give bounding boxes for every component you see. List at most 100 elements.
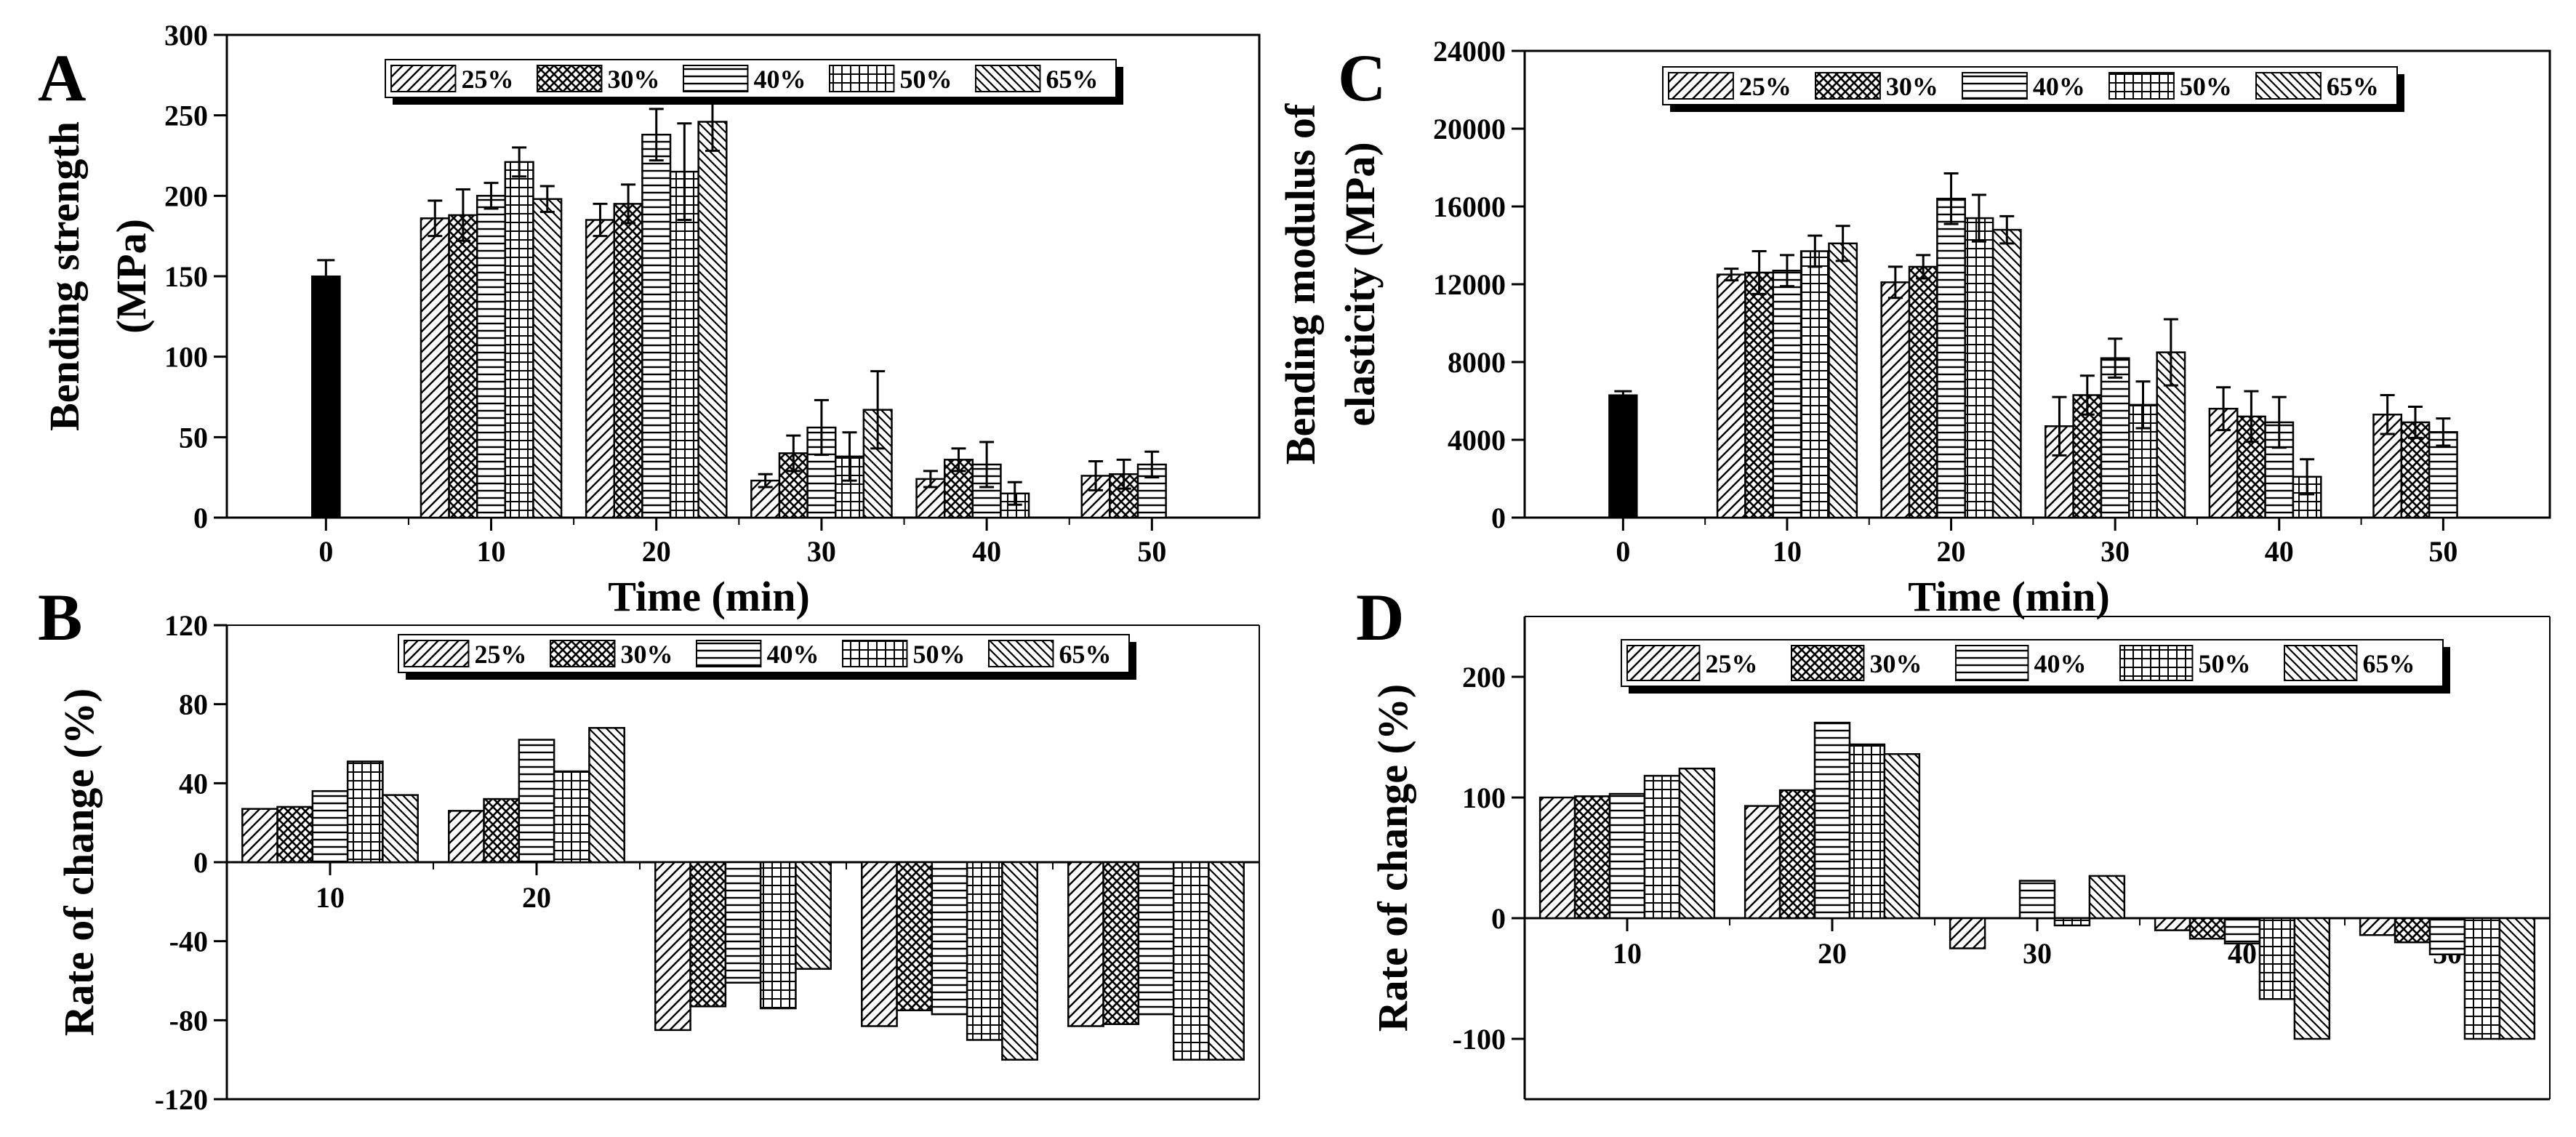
legend-swatch (975, 65, 1041, 92)
bar-b-20-50pct (553, 770, 590, 864)
y-tick-label: -120 (155, 1083, 208, 1116)
bar-b-10-40pct (311, 790, 349, 864)
y-tick-label: 100 (164, 341, 208, 374)
plot-frame (225, 33, 1261, 519)
x-axis-title: Time (min) (1908, 573, 2110, 620)
bar-d-20-25pct (1744, 805, 1781, 920)
bar-d-10-40pct (1608, 792, 1646, 920)
x-tick-label: 0 (318, 535, 333, 568)
bar-b-50-50pct (1172, 861, 1210, 1061)
y-tick-label: 40 (179, 767, 208, 800)
y-tick-label: 16000 (1433, 190, 1506, 223)
legend-label: 40% (753, 65, 806, 94)
bar-b-20-40pct (518, 739, 555, 864)
y-tick-label: 100 (1462, 782, 1506, 814)
y-axis-title: elasticity (MPa) (1336, 142, 1384, 426)
panel-letter: B (38, 580, 82, 654)
legend-swatch (829, 65, 895, 92)
bar-d-20-65pct (1883, 752, 1921, 920)
bar-b-50-40pct (1137, 861, 1175, 1016)
legend: 25% 30% 40% 50% 65% (385, 59, 1123, 105)
bar-d-20-50pct (1848, 743, 1886, 920)
legend-swatch (550, 640, 616, 667)
bar-c-20-65pct (1991, 228, 2022, 519)
legend-label: 50% (899, 65, 952, 94)
bar-d-50-50pct (2463, 917, 2501, 1040)
bar-d-10-25pct (1538, 796, 1576, 920)
legend: 25% 30% 40% 50% 65% (1662, 66, 2404, 112)
y-tick-label: 8000 (1448, 346, 1506, 379)
y-tick-label: 0 (1491, 902, 1506, 935)
bar-d-50-30pct (2394, 917, 2431, 944)
y-tick-label: 150 (164, 260, 208, 293)
bar-a-20-50pct (669, 170, 699, 519)
legend-label: 40% (2034, 649, 2086, 678)
x-tick-label: 50 (1137, 535, 1166, 568)
bar-a-10-40pct (476, 195, 507, 519)
legend-label: 30% (607, 65, 659, 94)
bar-d-50-25pct (2359, 917, 2396, 936)
legend-label: 65% (2362, 649, 2415, 678)
bar-c-20-50pct (1964, 217, 1994, 519)
y-axis-title: Rate of change (%) (55, 688, 103, 1036)
bar-b-50-25pct (1067, 861, 1104, 1027)
panel-letter: A (38, 41, 86, 115)
bar-a-10-50pct (504, 161, 534, 519)
bar-b-30-25pct (654, 861, 691, 1032)
y-tick-label: 300 (164, 19, 208, 52)
legend-label: 25% (1705, 649, 1757, 678)
x-tick-label: 50 (2428, 535, 2457, 568)
y-axis-title: (MPa) (108, 219, 155, 334)
y-tick-label: 0 (1491, 502, 1506, 534)
x-tick-label: 20 (1937, 535, 1966, 568)
control-bar (311, 276, 341, 518)
bar-d-30-65pct (2088, 875, 2126, 920)
legend-label: 30% (620, 640, 673, 669)
legend-label: 30% (1886, 72, 1938, 101)
bar-d-20-30pct (1778, 789, 1816, 920)
bar-d-30-50pct (2053, 917, 2091, 927)
legend-label: 65% (1059, 640, 1111, 669)
y-tick-label: 50 (179, 421, 208, 454)
legend-swatch (404, 640, 470, 667)
y-axis-title: Bending strength (41, 121, 88, 431)
y-axis-title: Rate of change (%) (1369, 684, 1416, 1032)
bar-b-10-65pct (382, 794, 419, 864)
legend-swatch (696, 640, 762, 667)
x-tick-label: 10 (1773, 535, 1802, 568)
x-tick-label: 10 (1613, 937, 1642, 970)
y-tick-label: 12000 (1433, 268, 1506, 301)
bar-b-10-30pct (276, 805, 314, 864)
bar-c-10-50pct (1799, 250, 1830, 519)
y-tick-label: 0 (193, 502, 208, 534)
y-tick-label: 20000 (1433, 113, 1506, 145)
legend-swatch (1815, 72, 1881, 100)
bar-d-50-40pct (2428, 917, 2466, 956)
y-tick-label: -100 (1453, 1023, 1506, 1056)
bar-b-20-30pct (483, 797, 521, 864)
bar-c-30-40pct (2100, 357, 2130, 519)
bar-a-20-30pct (613, 203, 643, 519)
x-tick-label: 20 (1818, 937, 1847, 970)
bar-b-10-50pct (346, 760, 384, 864)
legend-swatch (2255, 72, 2322, 100)
x-tick-label: 30 (2100, 535, 2130, 568)
bar-b-20-25pct (448, 810, 485, 864)
bar-d-10-30pct (1573, 795, 1611, 920)
y-tick-label: 200 (164, 180, 208, 212)
legend-swatch (2119, 645, 2194, 681)
legend-swatch (1955, 645, 2029, 681)
legend-swatch (842, 640, 908, 667)
y-tick-label: 250 (164, 100, 208, 132)
legend: 25% 30% 40% 50% 65% (1621, 639, 2450, 694)
bar-d-30-25pct (1949, 917, 1986, 949)
bar-a-20-40pct (641, 133, 672, 519)
bar-a-10-30pct (448, 214, 478, 519)
legend-label: 50% (2180, 72, 2232, 101)
legend-swatch (1668, 72, 1734, 100)
bar-b-20-65pct (588, 727, 625, 864)
bar-d-30-40pct (2018, 880, 2056, 920)
y-tick-label: 24000 (1433, 35, 1506, 68)
